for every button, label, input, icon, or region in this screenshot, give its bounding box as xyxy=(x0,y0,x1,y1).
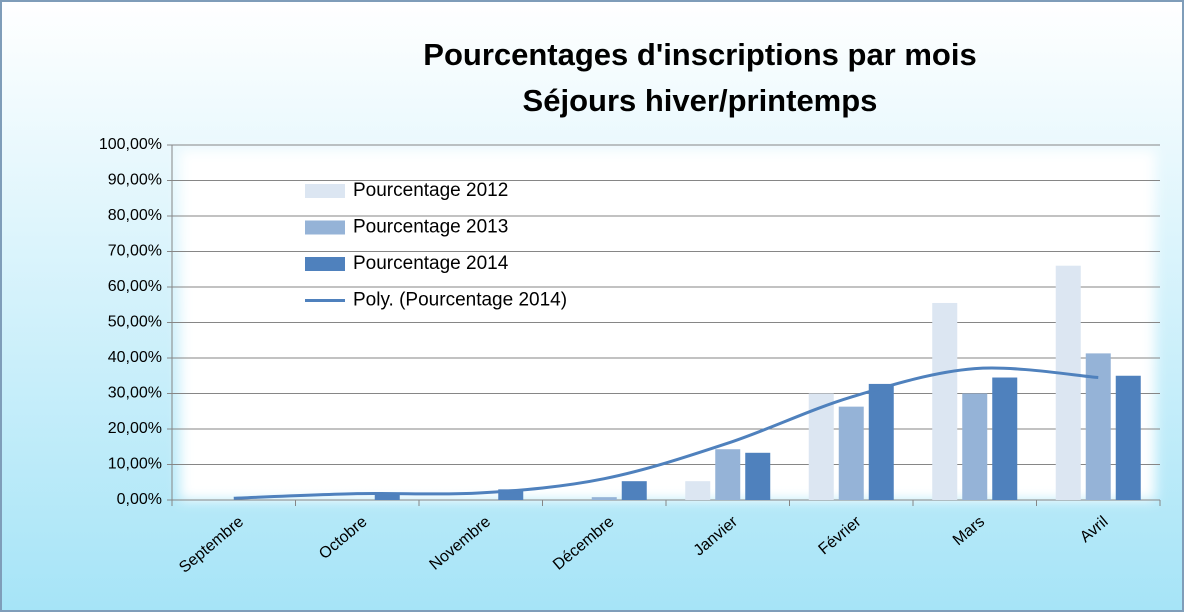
y-tick-label: 50,00% xyxy=(108,314,162,331)
legend-swatch xyxy=(305,257,345,271)
legend-label: Pourcentage 2013 xyxy=(353,217,508,238)
y-tick-label: 30,00% xyxy=(108,385,162,402)
bar xyxy=(374,492,400,500)
trend-line xyxy=(233,366,1099,500)
chart-title: Pourcentages d'inscriptions par mois xyxy=(423,37,976,72)
bar xyxy=(868,383,894,500)
bar xyxy=(932,302,958,500)
legend-swatch xyxy=(305,220,345,235)
bar xyxy=(621,481,647,500)
legend-label: Poly. (Pourcentage 2014) xyxy=(353,290,567,311)
y-tick-label: 90,00% xyxy=(108,172,162,189)
bar xyxy=(745,452,771,500)
legend-label: Pourcentage 2014 xyxy=(353,253,509,274)
bar xyxy=(962,393,988,500)
chart-subtitle: Séjours hiver/printemps xyxy=(523,83,878,118)
y-tick-label: 80,00% xyxy=(108,207,162,224)
y-tick-label: 20,00% xyxy=(108,420,162,437)
bar xyxy=(685,481,711,500)
bar xyxy=(992,377,1018,500)
y-tick-label: 40,00% xyxy=(108,349,162,366)
bar xyxy=(591,497,617,500)
legend-label: Pourcentage 2012 xyxy=(353,180,508,201)
bar xyxy=(498,489,524,500)
y-tick-label: 10,00% xyxy=(108,456,162,473)
y-tick-label: 70,00% xyxy=(108,243,162,260)
bar xyxy=(715,449,741,500)
y-tick-label: 0,00% xyxy=(117,491,162,508)
bar xyxy=(1115,375,1141,500)
y-tick-label: 60,00% xyxy=(108,278,162,295)
y-tick-label: 100,00% xyxy=(99,136,162,153)
bar xyxy=(1055,265,1081,500)
legend-swatch xyxy=(305,184,345,198)
bar xyxy=(838,406,864,500)
